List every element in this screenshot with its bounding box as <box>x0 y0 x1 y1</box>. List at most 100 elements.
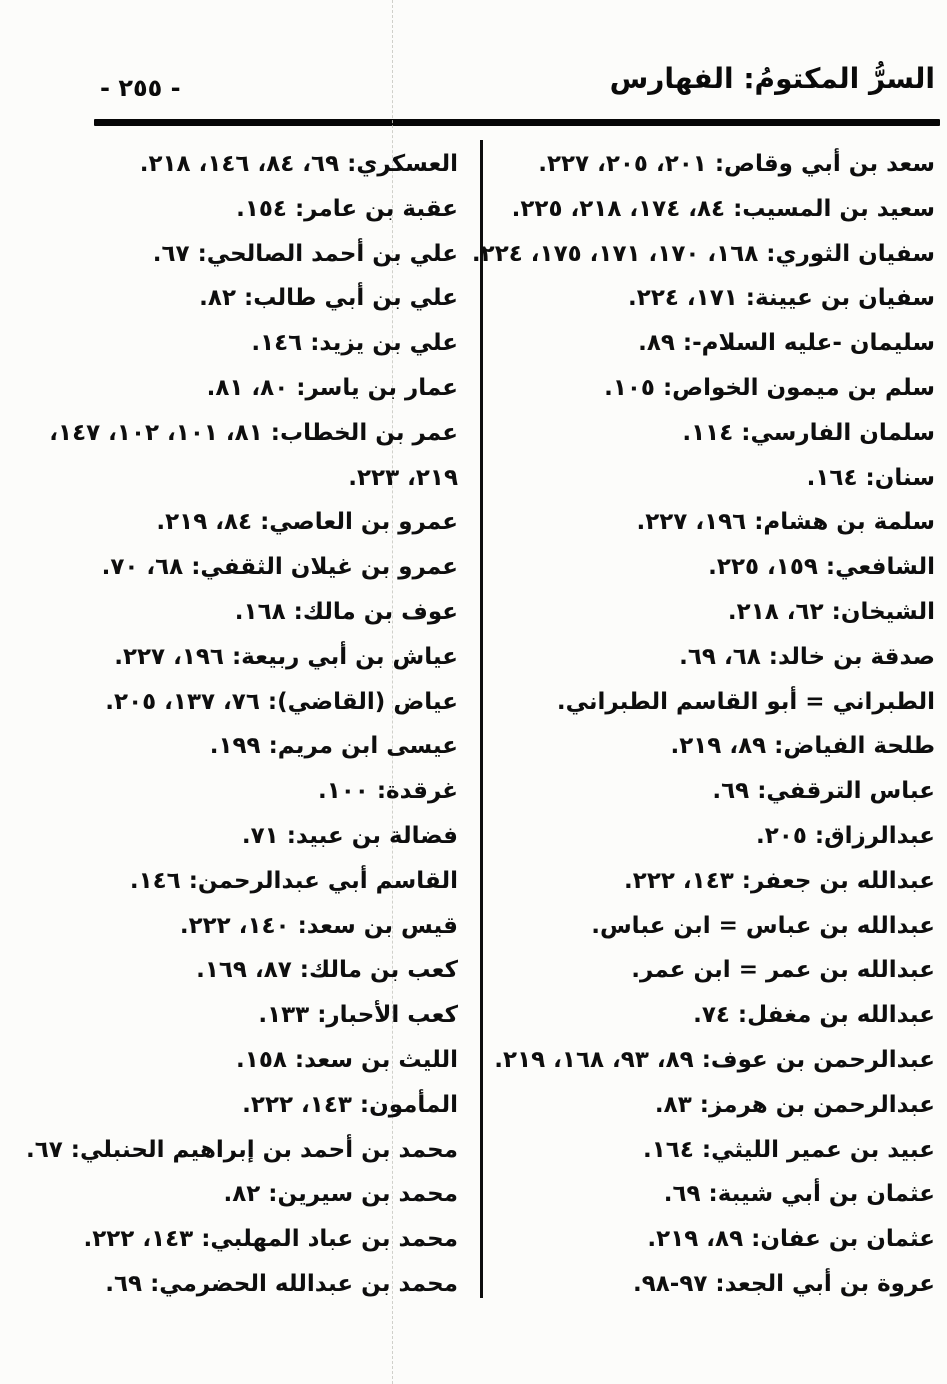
index-entry: الليث بن سعد: ١٥٨. <box>94 1038 458 1083</box>
index-entry: طلحة الفياض: ٨٩، ٢١٩. <box>488 724 935 769</box>
index-entry: عروة بن أبي الجعد: ٩٧-٩٨. <box>488 1262 935 1307</box>
entry-line: الشيخان: ٦٢، ٢١٨. <box>727 598 935 625</box>
index-entry: عثمان بن أبي شيبة: ٦٩. <box>488 1172 935 1217</box>
entry-line: عقبة بن عامر: ١٥٤. <box>236 195 458 222</box>
index-entry: المأمون: ١٤٣، ٢٢٢. <box>94 1083 458 1128</box>
entry-line: قيس بن سعد: ١٤٠، ٢٢٢. <box>179 912 458 939</box>
entry-line: سفيان الثوري: ١٦٨، ١٧٠، ١٧١، ١٧٥، ٢٢٤. <box>471 240 935 267</box>
entry-line: الشافعي: ١٥٩، ٢٢٥. <box>708 554 935 581</box>
entry-line: عبدالرحمن بن هرمز: ٨٣. <box>654 1091 935 1118</box>
index-entry: القاسم أبي عبدالرحمن: ١٤٦. <box>94 859 458 904</box>
entry-line: سليمان -عليه السلام-: ٨٩. <box>638 330 935 357</box>
index-entry: عبدالله بن مغفل: ٧٤. <box>488 993 935 1038</box>
entry-line: الليث بن سعد: ١٥٨. <box>236 1046 458 1073</box>
entry-line: عثمان بن عفان: ٨٩، ٢١٩. <box>647 1226 935 1253</box>
entry-line: عياض (القاضي): ٧٦، ١٣٧، ٢٠٥. <box>105 688 458 715</box>
entry-line: الطبراني = أبو القاسم الطبراني. <box>556 688 935 715</box>
entry-line: سلمة بن هشام: ١٩٦، ٢٢٧. <box>636 509 935 536</box>
entry-line: عمرو بن غيلان الثقفي: ٦٨، ٧٠. <box>101 554 458 581</box>
index-entry: علي بن أبي طالب: ٨٢. <box>94 276 458 321</box>
index-entry: عبدالرزاق: ٢٠٥. <box>488 814 935 859</box>
index-entry: علي بن أحمد الصالحي: ٦٧. <box>94 232 458 277</box>
index-entry: عبدالرحمن بن عوف: ٨٩، ٩٣، ١٦٨، ٢١٩. <box>488 1038 935 1083</box>
entry-line: محمد بن سيرين: ٨٢. <box>223 1181 458 1208</box>
entry-line: المأمون: ١٤٣، ٢٢٢. <box>242 1091 458 1118</box>
index-entry: فضالة بن عبيد: ٧١. <box>94 814 458 859</box>
index-entry: سعيد بن المسيب: ٨٤، ١٧٤، ٢١٨، ٢٢٥. <box>488 187 935 232</box>
entry-line: عبدالرحمن بن عوف: ٨٩، ٩٣، ١٦٨، ٢١٩. <box>494 1046 935 1073</box>
index-entry: عبدالله بن عباس = ابن عباس. <box>488 904 935 949</box>
index-entry: عياض (القاضي): ٧٦، ١٣٧، ٢٠٥. <box>94 680 458 725</box>
entry-line: طلحة الفياض: ٨٩، ٢١٩. <box>670 733 935 760</box>
index-entry: عبدالله بن عمر = ابن عمر. <box>488 948 935 993</box>
index-entry: الشيخان: ٦٢، ٢١٨. <box>488 590 935 635</box>
entry-line: عبدالله بن عباس = ابن عباس. <box>591 912 935 939</box>
index-entry: صدقة بن خالد: ٦٨، ٦٩. <box>488 635 935 680</box>
entry-line: علي بن أحمد الصالحي: ٦٧. <box>152 240 458 267</box>
index-entry: سلم بن ميمون الخواص: ١٠٥. <box>488 366 935 411</box>
entry-line: عوف بن مالك: ١٦٨. <box>234 598 458 625</box>
index-entry: محمد بن عبدالله الحضرمي: ٦٩. <box>94 1262 458 1307</box>
index-entry: عباس الترقفي: ٦٩. <box>488 769 935 814</box>
index-entry: سعد بن أبي وقاص: ٢٠١، ٢٠٥، ٢٢٧. <box>488 142 935 187</box>
entry-line: عبدالله بن مغفل: ٧٤. <box>693 1002 935 1029</box>
entry-line: عباس الترقفي: ٦٩. <box>712 778 935 805</box>
entry-line: عبدالله بن جعفر: ١٤٣، ٢٢٢. <box>624 867 935 894</box>
entry-line: علي بن يزيد: ١٤٦. <box>251 330 458 357</box>
index-entry: قيس بن سعد: ١٤٠، ٢٢٢. <box>94 904 458 949</box>
column-divider <box>480 140 483 1298</box>
index-entry: عمر بن الخطاب: ٨١، ١٠١، ١٠٢، ١٤٧، ٢١٩، ٢٢… <box>49 411 458 501</box>
entry-line: عثمان بن أبي شيبة: ٦٩. <box>663 1181 935 1208</box>
entry-line: غرقدة: ١٠٠. <box>317 778 458 805</box>
entry-line: عياش بن أبي ربيعة: ١٩٦، ٢٢٧. <box>114 643 458 670</box>
index-entry: عبيد بن عمير الليثي: ١٦٤. <box>488 1128 935 1173</box>
entry-line: عمر بن الخطاب: ٨١، ١٠١، ١٠٢، ١٤٧، <box>49 419 458 446</box>
entry-line: محمد بن أحمد بن إبراهيم الحنبلي: ٦٧. <box>25 1136 458 1163</box>
entry-line: عبدالله بن عمر = ابن عمر. <box>631 957 935 984</box>
book-title: السرُّ المكتومُ: الفهارس <box>609 62 935 95</box>
index-entry: غرقدة: ١٠٠. <box>94 769 458 814</box>
index-entry: عوف بن مالك: ١٦٨. <box>94 590 458 635</box>
entry-line: محمد بن عبدالله الحضرمي: ٦٩. <box>105 1270 458 1297</box>
entry-line: ٢١٩، ٢٢٣. <box>348 464 458 491</box>
entry-line: عروة بن أبي الجعد: ٩٧-٩٨. <box>632 1270 935 1297</box>
entry-line: سلمان الفارسي: ١١٤. <box>682 419 935 446</box>
index-entry: كعب بن مالك: ٨٧، ١٦٩. <box>94 948 458 993</box>
index-entry: عمار بن ياسر: ٨٠، ٨١. <box>94 366 458 411</box>
entry-line: عبدالرزاق: ٢٠٥. <box>756 822 935 849</box>
index-entry: الطبراني = أبو القاسم الطبراني. <box>488 680 935 725</box>
entry-line: عمار بن ياسر: ٨٠، ٨١. <box>206 374 458 401</box>
header-rule <box>94 119 940 126</box>
left-column: العسكري: ٦٩، ٨٤، ١٤٦، ٢١٨. عقبة بن عامر: … <box>25 142 458 1307</box>
index-entry: عبدالرحمن بن هرمز: ٨٣. <box>488 1083 935 1128</box>
index-entry: محمد بن سيرين: ٨٢. <box>94 1172 458 1217</box>
index-entry: عبدالله بن جعفر: ١٤٣، ٢٢٢. <box>488 859 935 904</box>
index-entry: سفيان الثوري: ١٦٨، ١٧٠، ١٧١، ١٧٥، ٢٢٤. <box>471 232 935 277</box>
entry-line: سعد بن أبي وقاص: ٢٠١، ٢٠٥، ٢٢٧. <box>538 151 935 177</box>
index-entry: محمد بن عباد المهلبي: ١٤٣، ٢٢٢. <box>83 1217 458 1262</box>
entry-line: محمد بن عباد المهلبي: ١٤٣، ٢٢٢. <box>83 1226 458 1253</box>
entry-line: سفيان بن عيينة: ١٧١، ٢٢٤. <box>628 285 935 312</box>
index-entry: سفيان بن عيينة: ١٧١، ٢٢٤. <box>488 276 935 321</box>
entry-line: العسكري: ٦٩، ٨٤، ١٤٦، ٢١٨. <box>139 151 458 177</box>
entry-line: صدقة بن خالد: ٦٨، ٦٩. <box>679 643 935 670</box>
entry-line: فضالة بن عبيد: ٧١. <box>241 822 458 849</box>
index-entry: محمد بن أحمد بن إبراهيم الحنبلي: ٦٧. <box>25 1128 458 1173</box>
page-number: - ٢٥٥ - <box>100 74 181 102</box>
index-entry: عيسى ابن مريم: ١٩٩. <box>94 724 458 769</box>
entry-line: كعب الأحبار: ١٣٣. <box>258 1002 458 1029</box>
index-entry: عثمان بن عفان: ٨٩، ٢١٩. <box>488 1217 935 1262</box>
entry-line: سنان: ١٦٤. <box>806 464 935 491</box>
index-entry: الشافعي: ١٥٩، ٢٢٥. <box>488 545 935 590</box>
index-entry: عمرو بن غيلان الثقفي: ٦٨، ٧٠. <box>94 545 458 590</box>
index-entry: عقبة بن عامر: ١٥٤. <box>94 187 458 232</box>
index-entry: سلمة بن هشام: ١٩٦، ٢٢٧. <box>488 500 935 545</box>
entry-line: القاسم أبي عبدالرحمن: ١٤٦. <box>129 867 458 894</box>
index-entry: العسكري: ٦٩، ٨٤، ١٤٦، ٢١٨. <box>94 142 458 187</box>
index-entry: سليمان -عليه السلام-: ٨٩. <box>488 321 935 366</box>
index-entry: سنان: ١٦٤. <box>488 456 935 501</box>
index-entry: علي بن يزيد: ١٤٦. <box>94 321 458 366</box>
index-entry: عياش بن أبي ربيعة: ١٩٦، ٢٢٧. <box>94 635 458 680</box>
entry-line: علي بن أبي طالب: ٨٢. <box>199 285 458 312</box>
